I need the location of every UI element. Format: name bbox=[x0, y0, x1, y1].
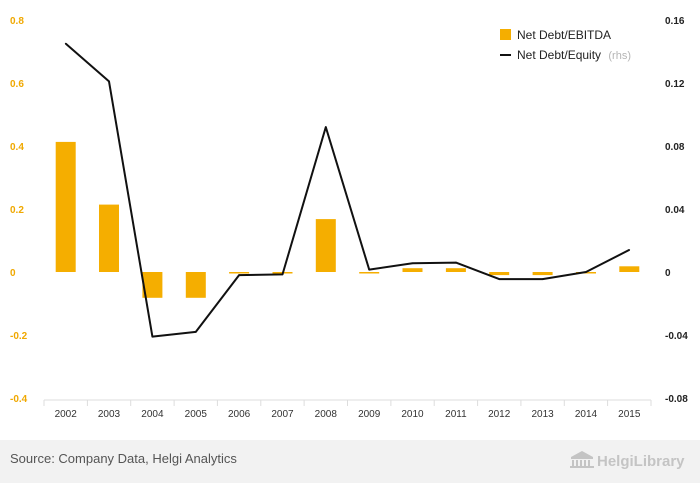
left-tick-label: 0.8 bbox=[10, 16, 24, 27]
line-point-2004 bbox=[151, 335, 154, 338]
right-tick-label: -0.04 bbox=[665, 331, 688, 342]
right-tick-label: 0.08 bbox=[665, 142, 685, 153]
x-tick-label: 2011 bbox=[445, 409, 467, 420]
bar-2003 bbox=[99, 204, 119, 272]
library-building-icon bbox=[570, 451, 594, 468]
line-point-2009 bbox=[368, 268, 371, 271]
x-tick-label: 2004 bbox=[141, 409, 164, 420]
bar-2012 bbox=[489, 272, 510, 276]
right-axis-ticks: 0.16 0.12 0.08 0.04 0 -0.04 -0.08 bbox=[665, 16, 688, 405]
bar-2005 bbox=[185, 272, 206, 298]
legend-rhs-tag: (rhs) bbox=[608, 50, 631, 62]
left-tick-label: 0 bbox=[10, 268, 16, 279]
footer-bar bbox=[0, 440, 700, 483]
bar-2013 bbox=[532, 272, 553, 276]
line-point-2015 bbox=[628, 249, 631, 251]
helgi-library-logo: HelgiLibrary bbox=[570, 451, 685, 470]
legend-swatch-bar bbox=[500, 29, 511, 40]
net-debt-equity-line bbox=[65, 42, 630, 338]
x-tick-label: 2009 bbox=[358, 409, 381, 420]
bar-2011 bbox=[445, 268, 466, 272]
line-point-2008 bbox=[325, 126, 327, 128]
x-tick-label: 2003 bbox=[98, 409, 121, 420]
right-tick-label: 0.04 bbox=[665, 205, 685, 216]
right-tick-label: 0.12 bbox=[665, 79, 685, 90]
bar-2008 bbox=[315, 219, 336, 272]
line-point-2013 bbox=[541, 278, 544, 280]
legend-label-net-debt-equity: Net Debt/Equity (rhs) bbox=[517, 48, 631, 62]
bar-2002 bbox=[55, 141, 76, 272]
line-point-2006 bbox=[238, 274, 240, 276]
bar-2010 bbox=[402, 268, 423, 272]
left-tick-label: 0.4 bbox=[10, 142, 24, 153]
bar-2004 bbox=[142, 272, 163, 298]
right-tick-label: 0 bbox=[665, 268, 671, 279]
x-axis: 2002 2003 2004 2005 2006 2007 2008 2009 2010 2011… bbox=[43, 399, 652, 420]
brand-name: HelgiLibrary bbox=[597, 453, 685, 470]
bar-2009 bbox=[359, 272, 380, 274]
line-point-2007 bbox=[281, 273, 284, 276]
x-tick-label: 2005 bbox=[185, 409, 208, 420]
line-point-2014 bbox=[585, 271, 587, 273]
line-point-2005 bbox=[195, 331, 197, 333]
right-tick-label: -0.08 bbox=[665, 394, 688, 405]
line-point-2012 bbox=[498, 278, 501, 280]
bar-2006 bbox=[229, 272, 250, 274]
x-tick-label: 2012 bbox=[488, 409, 511, 420]
x-tick-label: 2015 bbox=[618, 409, 641, 420]
line-point-2002 bbox=[64, 42, 67, 45]
left-axis-ticks: 0.8 0.6 0.4 0.2 0 -0.2 -0.4 bbox=[10, 16, 28, 405]
bar-series-net-debt-ebitda bbox=[55, 141, 640, 298]
x-tick-label: 2008 bbox=[315, 409, 338, 420]
x-tick-label: 2006 bbox=[228, 409, 251, 420]
x-tick-label: 2002 bbox=[55, 409, 78, 420]
line-point-2010 bbox=[411, 262, 414, 265]
legend-label-net-debt-ebitda: Net Debt/EBITDA bbox=[517, 28, 611, 42]
left-tick-label: 0.6 bbox=[10, 79, 24, 90]
legend: Net Debt/EBITDA Net Debt/Equity (rhs) bbox=[500, 28, 631, 62]
left-tick-label: -0.2 bbox=[10, 331, 28, 342]
x-tick-label: 2013 bbox=[531, 409, 554, 420]
line-point-2011 bbox=[455, 261, 457, 264]
x-tick-label: 2010 bbox=[401, 409, 424, 420]
source-note: Source: Company Data, Helgi Analytics bbox=[10, 451, 237, 466]
left-tick-label: 0.2 bbox=[10, 205, 24, 216]
line-series-net-debt-equity bbox=[64, 42, 631, 338]
legend-label-net-debt-equity-text: Net Debt/Equity bbox=[517, 48, 601, 62]
x-tick-label: 2014 bbox=[575, 409, 598, 420]
x-tick-label: 2007 bbox=[271, 409, 294, 420]
left-tick-label: -0.4 bbox=[10, 394, 28, 405]
bar-2015 bbox=[619, 266, 640, 272]
line-point-2003 bbox=[108, 80, 110, 83]
right-tick-label: 0.16 bbox=[665, 16, 685, 27]
